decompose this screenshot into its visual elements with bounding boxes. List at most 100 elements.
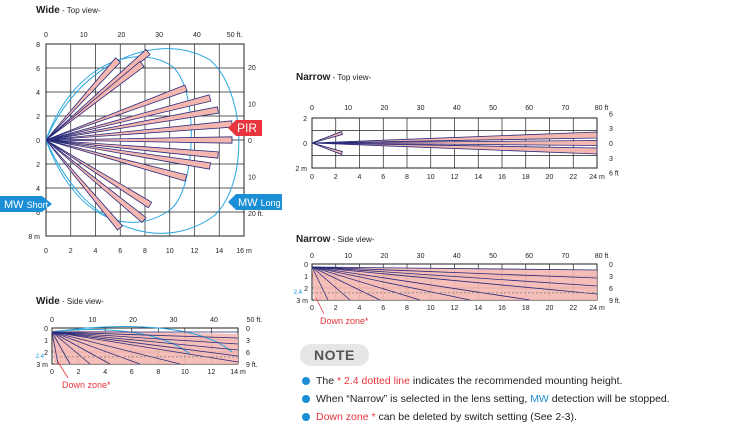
narrow-side-title: Narrow - Side view-	[296, 234, 375, 245]
mw-short-label: MW Short	[0, 196, 52, 212]
right-ft-tick: 0	[609, 262, 613, 269]
bottom-m-tick: 14	[474, 305, 482, 312]
pir-beam	[45, 139, 153, 209]
top-ft-tick: 10	[344, 253, 352, 260]
top-ft-tick: 30	[417, 105, 425, 112]
left-m-tick: 3 m	[296, 298, 308, 305]
bottom-m-tick: 6	[130, 369, 134, 376]
bottom-m-tick: 14 m	[230, 369, 246, 376]
bottom-m-tick: 4	[358, 174, 362, 181]
right-ft-tick: 9 ft.	[609, 298, 621, 305]
right-ft-tick: 3	[609, 126, 613, 133]
pir-ray	[51, 331, 91, 365]
bottom-m-tick: 2	[334, 174, 338, 181]
right-ft-tick: 3	[609, 156, 613, 163]
svg-text:MW Long: MW Long	[238, 197, 281, 209]
note-section: NOTE The * 2.4 dotted line indicates the…	[300, 344, 730, 426]
wide-side-title: Wide - Side view-	[36, 296, 104, 307]
pir-ray	[311, 266, 598, 279]
pir-beam	[45, 139, 147, 224]
right-ft-tick: 9 ft.	[246, 362, 258, 369]
bottom-m-tick: 18	[522, 305, 530, 312]
top-ft-tick: 10	[89, 317, 97, 324]
bottom-m-tick: 22	[569, 305, 577, 312]
pir-beam	[45, 139, 219, 159]
left-m-tick: 4	[36, 90, 40, 97]
pir-beam	[45, 139, 188, 182]
bottom-m-tick: 6	[118, 248, 122, 255]
bottom-m-tick: 4	[94, 248, 98, 255]
top-ft-tick: 20	[380, 105, 388, 112]
bottom-m-tick: 0	[44, 248, 48, 255]
pir-ray	[51, 331, 141, 365]
top-ft-tick: 80 ft	[595, 105, 609, 112]
left-m-tick: 2 m	[295, 166, 307, 173]
bottom-m-tick: 0	[310, 305, 314, 312]
left-m-tick: 3 m	[36, 362, 48, 369]
top-ft-tick: 60	[525, 105, 533, 112]
top-ft-tick: 20	[380, 253, 388, 260]
dotted-line-label: 2.4	[294, 290, 303, 296]
bottom-m-tick: 0	[310, 174, 314, 181]
bottom-m-tick: 8	[405, 174, 409, 181]
right-ft-tick: 20 ft.	[248, 211, 264, 218]
mw-long-label: MW Long	[228, 194, 282, 210]
pir-beam	[45, 60, 145, 141]
top-ft-tick: 80 ft	[595, 253, 609, 260]
top-ft-tick: 60	[525, 253, 533, 260]
right-ft-tick: 0	[248, 138, 252, 145]
pir-ray	[51, 331, 71, 365]
top-ft-tick: 0	[44, 32, 48, 39]
left-m-tick: 8 m	[28, 234, 40, 241]
down-zone-pointer	[57, 361, 69, 379]
top-ft-tick: 20	[129, 317, 137, 324]
pir-ray	[51, 331, 239, 357]
pir-beam	[45, 84, 188, 141]
left-m-tick: 2	[36, 162, 40, 169]
left-m-tick: 1	[304, 274, 308, 281]
top-ft-tick: 70	[561, 253, 569, 260]
pir-ray	[51, 331, 239, 339]
pir-ray	[311, 266, 329, 301]
pir-ray	[51, 331, 239, 345]
left-m-tick: 2	[44, 350, 48, 357]
bottom-m-tick: 14	[215, 248, 223, 255]
pir-ray	[311, 266, 598, 295]
top-ft-tick: 10	[80, 32, 88, 39]
left-m-tick: 1	[44, 338, 48, 345]
wide-top-title: Wide - Top view-	[36, 5, 101, 16]
pir-beam	[311, 131, 343, 144]
bottom-m-tick: 4	[103, 369, 107, 376]
pir-beam	[311, 142, 343, 155]
pir-beam	[45, 136, 233, 144]
bottom-m-tick: 10	[166, 248, 174, 255]
pir-beam	[311, 131, 598, 144]
right-ft-tick: 3	[609, 274, 613, 281]
top-ft-tick: 0	[50, 317, 54, 324]
pir-ray	[311, 266, 598, 287]
bottom-m-tick: 24 m	[589, 305, 605, 312]
bottom-m-tick: 2	[77, 369, 81, 376]
note-list: The * 2.4 dotted line indicates the reco…	[300, 372, 730, 426]
left-m-tick: 6	[36, 66, 40, 73]
top-ft-tick: 20	[118, 32, 126, 39]
bottom-m-tick: 12	[451, 305, 459, 312]
pir-ray	[51, 331, 181, 365]
bottom-m-tick: 10	[181, 369, 189, 376]
top-ft-tick: 30	[417, 253, 425, 260]
right-ft-tick: 6	[609, 111, 613, 118]
right-ft-tick: 3	[246, 338, 250, 345]
left-m-tick: 0	[304, 262, 308, 269]
pir-beams	[45, 49, 233, 231]
pir-ray	[311, 266, 421, 301]
down-zone-pointer	[315, 297, 325, 315]
pir-beam	[45, 139, 211, 170]
bottom-m-tick: 6	[381, 174, 385, 181]
bottom-m-tick: 14	[474, 174, 482, 181]
pir-beam	[311, 140, 598, 146]
pir-beam	[311, 142, 598, 155]
bottom-m-tick: 4	[358, 305, 362, 312]
